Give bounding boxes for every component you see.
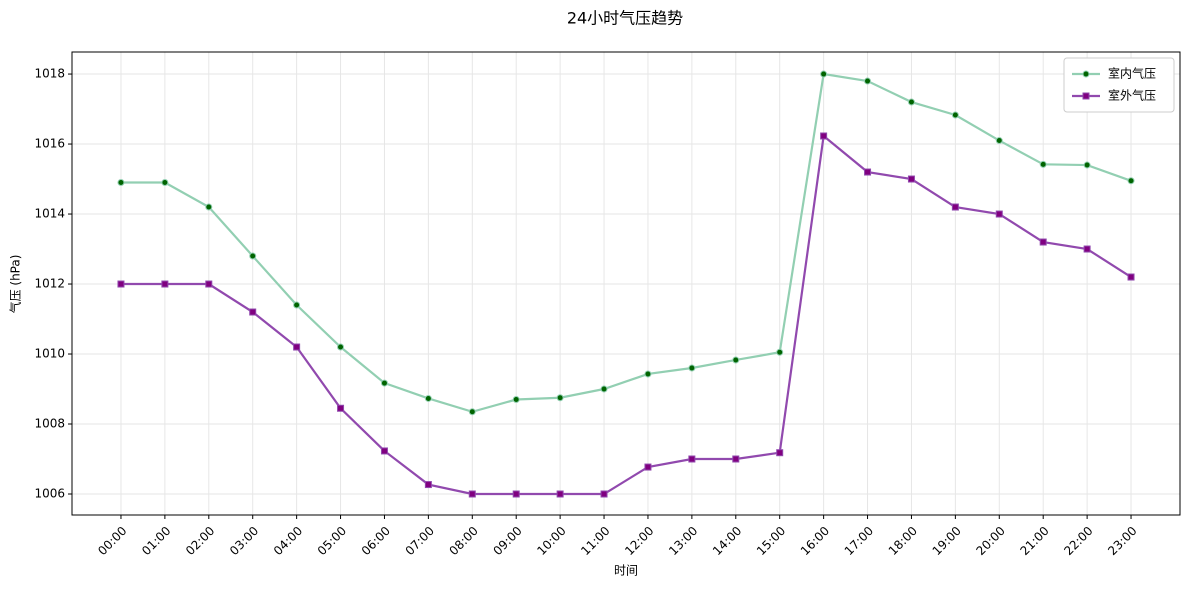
point [820,70,828,78]
point [688,364,696,372]
point [556,394,564,402]
legend-label: 室内气压 [1108,66,1156,81]
y-tick-label: 1010 [34,347,65,361]
x-axis-label: 时间 [614,564,638,578]
point [1039,160,1047,168]
point [1127,177,1135,185]
point [161,179,169,187]
point [1039,238,1047,246]
y-tick-label: 1018 [34,67,65,81]
point [337,404,345,412]
point [644,463,652,471]
point [995,210,1003,218]
point [424,394,432,402]
point [468,408,476,416]
point [688,455,696,463]
y-axis-label: 气压 (hPa) [8,255,23,314]
y-tick-label: 1008 [34,417,65,431]
y-tick-label: 1016 [34,137,65,151]
point [644,370,652,378]
point [117,280,125,288]
chart-title: 24小时气压趋势 [567,9,683,28]
legend-label: 室外气压 [1108,88,1156,103]
point [205,203,213,211]
point [820,132,828,140]
point [512,396,520,404]
point [732,455,740,463]
point [117,179,125,187]
point [864,168,872,176]
y-tick-label: 1014 [34,207,65,221]
point [293,301,301,309]
point [249,308,257,316]
point [556,490,564,498]
point [600,385,608,393]
plot-frame [71,51,1181,516]
point [995,137,1003,145]
point [249,252,257,260]
point [776,449,784,457]
point [907,98,915,106]
point [732,356,740,364]
point [337,343,345,351]
point [161,280,169,288]
point [1082,70,1090,78]
point [424,481,432,489]
point [512,490,520,498]
point [776,348,784,356]
point [951,111,959,119]
point [468,490,476,498]
y-tick-label: 1012 [34,277,65,291]
point [205,280,213,288]
point [1127,273,1135,281]
y-tick-label: 1006 [34,487,65,501]
point [380,447,388,455]
line [120,133,1132,496]
point [1083,245,1091,253]
point [600,490,608,498]
point [951,203,959,211]
line [120,72,1132,413]
point [1082,92,1090,100]
point [1083,161,1091,169]
point [864,77,872,85]
point [907,175,915,183]
point [380,379,388,387]
legend-box [1063,57,1175,113]
point [293,343,301,351]
